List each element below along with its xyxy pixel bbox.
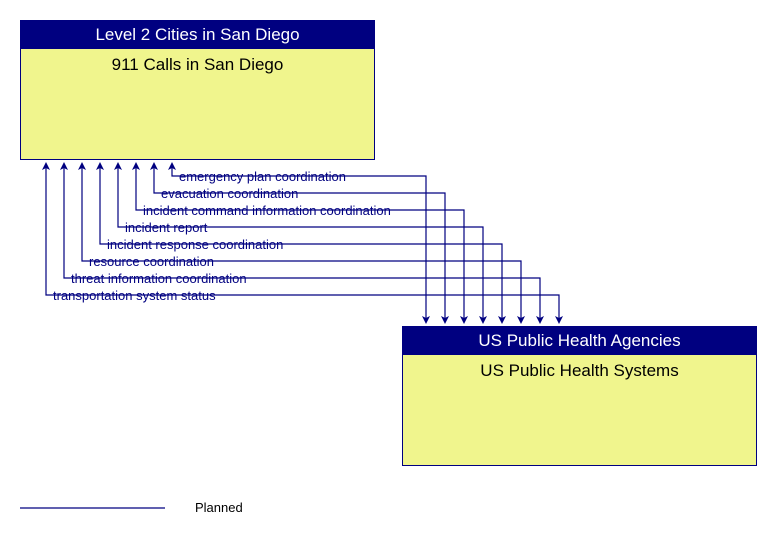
node-level2-cities-header: Level 2 Cities in San Diego [21, 21, 374, 49]
node-public-health: US Public Health Agencies US Public Heal… [402, 326, 757, 466]
diagram-canvas: Level 2 Cities in San Diego 911 Calls in… [0, 0, 783, 543]
flow-label: threat information coordination [71, 271, 247, 286]
node-public-health-header: US Public Health Agencies [403, 327, 756, 355]
flow-label: incident command information coordinatio… [143, 203, 391, 218]
flow-label: transportation system status [53, 288, 216, 303]
flow-label: emergency plan coordination [179, 169, 346, 184]
node-level2-cities-body: 911 Calls in San Diego [21, 49, 374, 81]
flow-label: evacuation coordination [161, 186, 298, 201]
flow-label: resource coordination [89, 254, 214, 269]
node-public-health-body: US Public Health Systems [403, 355, 756, 387]
flow-label: incident response coordination [107, 237, 283, 252]
legend-label: Planned [195, 500, 243, 515]
flow-label: incident report [125, 220, 207, 235]
node-level2-cities: Level 2 Cities in San Diego 911 Calls in… [20, 20, 375, 160]
